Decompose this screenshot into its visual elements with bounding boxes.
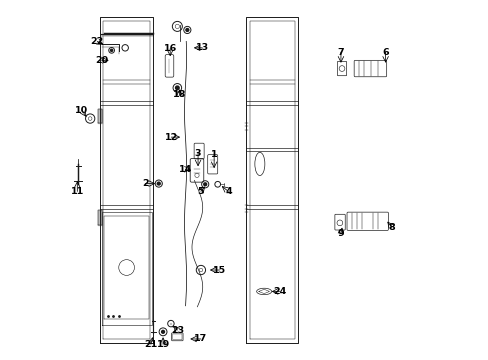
- Text: 5: 5: [197, 187, 204, 196]
- Text: 3: 3: [194, 149, 201, 158]
- Text: 18: 18: [172, 90, 186, 99]
- Text: 23: 23: [170, 325, 183, 334]
- Text: 12: 12: [164, 132, 178, 141]
- Text: 20: 20: [95, 56, 108, 65]
- Text: 11: 11: [71, 187, 84, 196]
- Text: 24: 24: [272, 287, 285, 296]
- Text: 16: 16: [163, 44, 177, 53]
- Circle shape: [162, 330, 164, 333]
- Text: 22: 22: [90, 37, 104, 46]
- Circle shape: [175, 86, 179, 90]
- Circle shape: [203, 183, 206, 186]
- Text: 1: 1: [210, 150, 217, 159]
- Circle shape: [157, 182, 160, 185]
- Text: 15: 15: [212, 266, 225, 275]
- Text: 17: 17: [194, 334, 207, 343]
- Circle shape: [110, 49, 112, 51]
- Text: 13: 13: [195, 43, 208, 52]
- Text: 8: 8: [387, 222, 394, 231]
- Text: 6: 6: [382, 48, 388, 57]
- Text: 10: 10: [75, 106, 88, 115]
- Text: 2: 2: [142, 179, 148, 188]
- Text: 21: 21: [144, 340, 157, 349]
- Text: 14: 14: [179, 165, 192, 174]
- Circle shape: [185, 28, 188, 31]
- Text: 4: 4: [224, 187, 231, 196]
- Text: 7: 7: [337, 48, 344, 57]
- Text: 19: 19: [156, 340, 169, 349]
- Text: 9: 9: [337, 229, 344, 238]
